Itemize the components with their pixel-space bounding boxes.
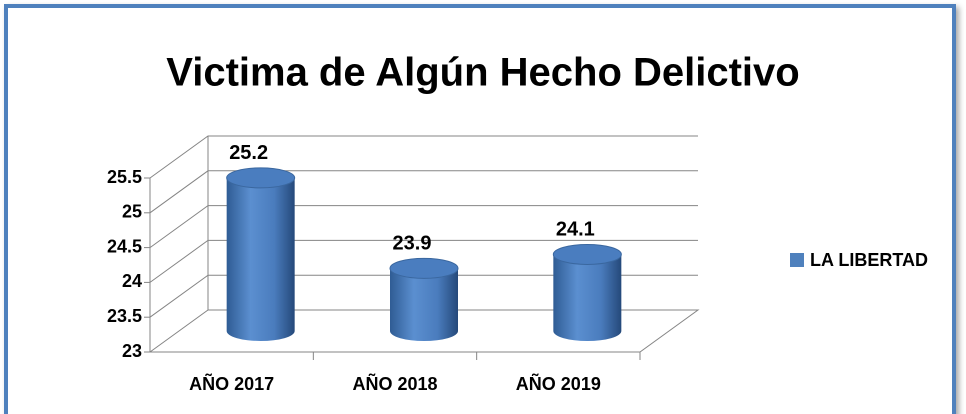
y-tick-label: 25: [122, 202, 142, 222]
bar: [226, 177, 295, 341]
grid-line: [149, 309, 698, 353]
y-tick-label: 24.5: [107, 236, 142, 256]
data-label: 25.2: [229, 142, 268, 164]
grid-line: [149, 135, 698, 179]
grid-line: [149, 274, 698, 318]
legend-swatch: [790, 253, 804, 267]
grid-line: [149, 239, 698, 283]
plot: 23 23.5 24 24.5 25 25.5 AÑO 2017 25.2 AÑO 2018 23…: [107, 135, 928, 394]
bar: [390, 268, 458, 341]
grid-line: [149, 205, 698, 249]
bar-top: [552, 243, 622, 265]
x-tick-label: AÑO 2018: [352, 373, 437, 394]
chart-title: Victima de Algún Hecho Delictivo: [166, 51, 799, 95]
data-label: 24.1: [556, 219, 595, 241]
data-label: 23.9: [393, 233, 432, 255]
y-tick-label: 23: [122, 341, 142, 361]
legend-label: LA LIBERTAD: [810, 250, 928, 270]
y-tick-label: 24: [122, 271, 142, 291]
y-tick-label: 25.5: [107, 167, 142, 187]
x-tick-label: AÑO 2017: [189, 373, 274, 394]
frame: [4, 4, 956, 414]
bar-top: [389, 257, 459, 279]
bar-top: [226, 167, 296, 189]
x-tick-label: AÑO 2019: [516, 373, 601, 394]
grid-line: [149, 170, 698, 214]
y-tick-label: 23.5: [107, 306, 142, 326]
bar: [553, 254, 622, 342]
